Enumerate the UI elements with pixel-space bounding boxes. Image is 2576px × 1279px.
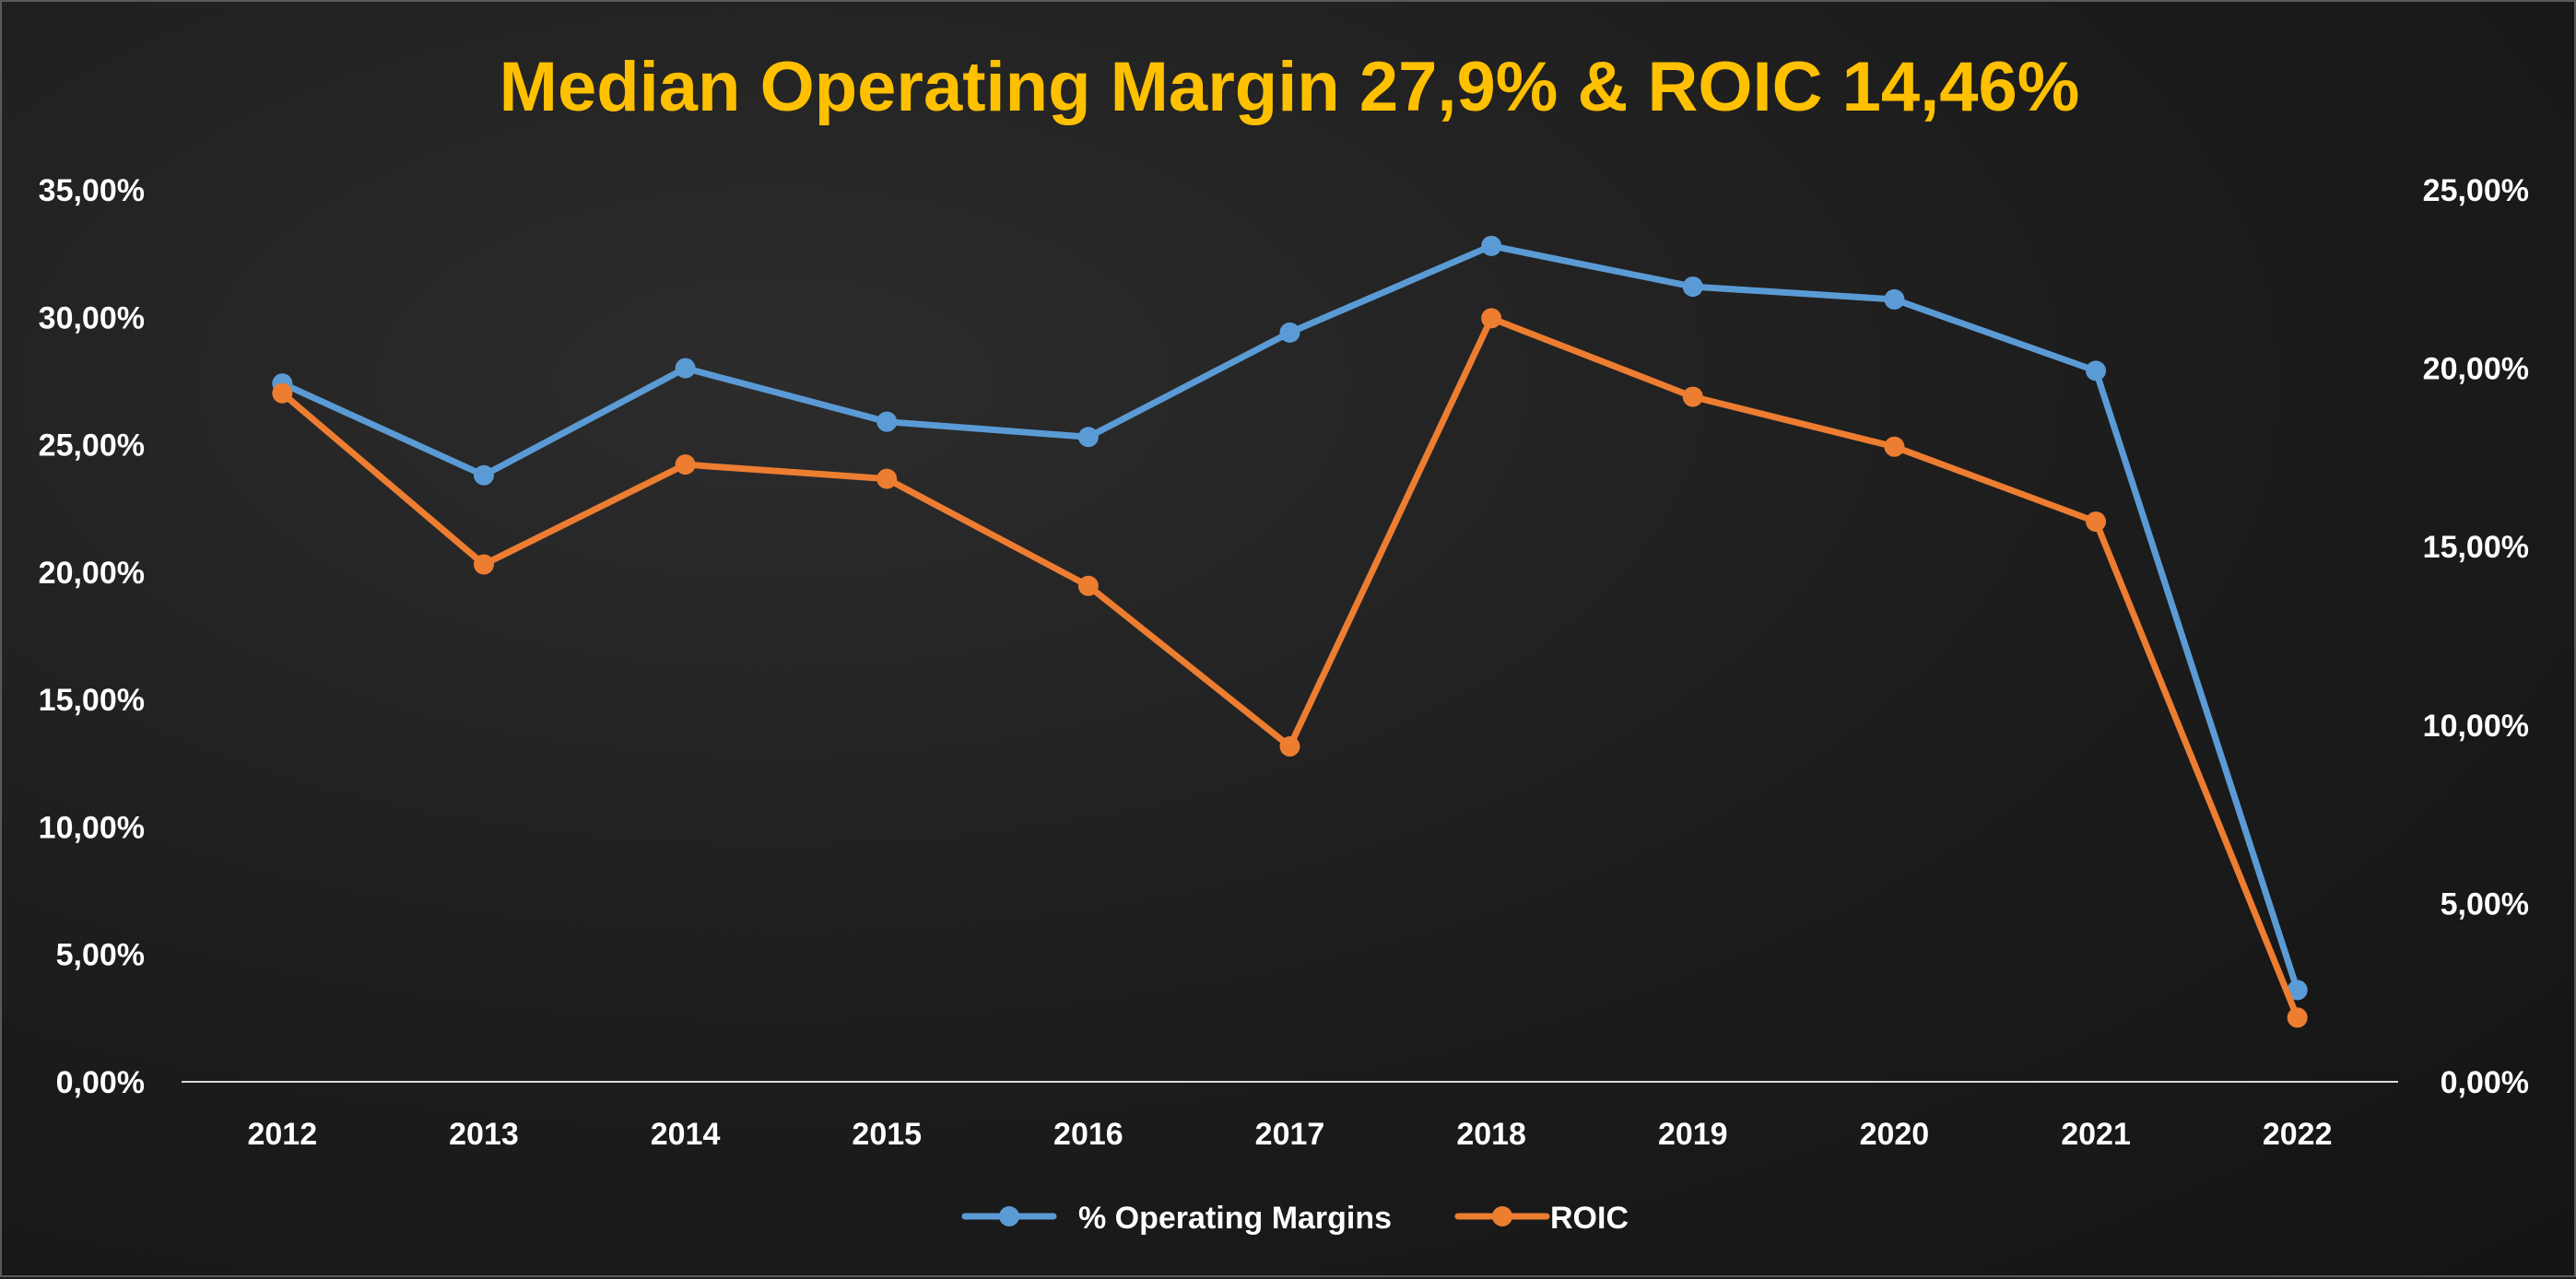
data-point	[1077, 427, 1099, 448]
data-point	[2287, 1007, 2308, 1028]
x-axis-tick-label: 2018	[1456, 1117, 1526, 1152]
x-axis-tick-label: 2012	[247, 1117, 317, 1152]
data-point	[876, 468, 898, 489]
chart-title: Median Operating Margin 27,9% & ROIC 14,…	[500, 48, 2080, 126]
legend-label: % Operating Margins	[1078, 1201, 1392, 1236]
legend-swatch-marker	[999, 1206, 1019, 1226]
left-axis-tick-label: 0,00%	[56, 1065, 145, 1100]
data-point	[1481, 308, 1502, 329]
right-axis-tick-label: 25,00%	[2423, 173, 2529, 208]
left-axis-tick-label: 35,00%	[39, 173, 145, 208]
data-point	[1884, 288, 1905, 310]
legend-label: ROIC	[1550, 1201, 1629, 1236]
x-axis-tick-label: 2016	[1053, 1117, 1123, 1152]
x-axis: 2012 2013 2014 2015 2016 2017 2018 2019 2020 2021…	[247, 1117, 2332, 1152]
data-point	[1279, 322, 1300, 343]
right-axis-tick-label: 20,00%	[2423, 352, 2529, 387]
left-axis: 0,00% 5,00% 10,00% 15,00% 20,00% 25,00% 30,00%…	[39, 173, 145, 1100]
series-layer	[272, 235, 2308, 1028]
data-point	[1077, 575, 1099, 596]
right-axis-tick-label: 15,00%	[2423, 530, 2529, 565]
x-axis-tick-label: 2022	[2263, 1117, 2333, 1152]
data-point	[675, 358, 696, 379]
data-point	[473, 464, 494, 486]
right-axis: 0,00% 5,00% 10,00% 15,00% 20,00% 25,00%	[2423, 173, 2529, 1100]
x-axis-tick-label: 2013	[449, 1117, 519, 1152]
data-point	[2086, 511, 2107, 533]
right-axis-tick-label: 0,00%	[2441, 1065, 2529, 1100]
left-axis-tick-label: 5,00%	[56, 938, 145, 973]
legend-swatch-marker	[1492, 1206, 1512, 1226]
x-axis-tick-label: 2015	[852, 1117, 922, 1152]
x-axis-tick-label: 2017	[1255, 1117, 1325, 1152]
data-point	[473, 554, 494, 575]
series-line	[278, 242, 2301, 993]
series-operating-margins	[272, 235, 2308, 1001]
series-roic	[272, 308, 2308, 1028]
data-point	[1884, 436, 1905, 457]
x-axis-tick-label: 2014	[651, 1117, 721, 1152]
right-axis-tick-label: 5,00%	[2441, 886, 2529, 921]
data-point	[1682, 276, 1703, 298]
data-point	[272, 382, 293, 404]
right-axis-tick-label: 10,00%	[2423, 709, 2529, 744]
left-axis-tick-label: 10,00%	[39, 810, 145, 845]
data-point	[876, 411, 898, 432]
x-axis-tick-label: 2019	[1658, 1117, 1728, 1152]
legend: % Operating Margins ROIC	[961, 1201, 1629, 1236]
data-point	[2086, 360, 2107, 381]
left-axis-tick-label: 25,00%	[39, 428, 145, 463]
data-point	[1481, 235, 1502, 256]
left-axis-tick-label: 30,00%	[39, 300, 145, 335]
data-point	[1279, 736, 1300, 757]
legend-item: % Operating Margins	[961, 1201, 1392, 1236]
x-axis-tick-label: 2020	[1860, 1117, 1930, 1152]
left-axis-tick-label: 20,00%	[39, 556, 145, 591]
left-axis-tick-label: 15,00%	[39, 683, 145, 718]
x-axis-tick-label: 2021	[2061, 1117, 2131, 1152]
data-point	[675, 454, 696, 475]
data-point	[1682, 386, 1703, 407]
data-point	[2287, 980, 2308, 1001]
legend-item: ROIC	[1454, 1201, 1629, 1236]
